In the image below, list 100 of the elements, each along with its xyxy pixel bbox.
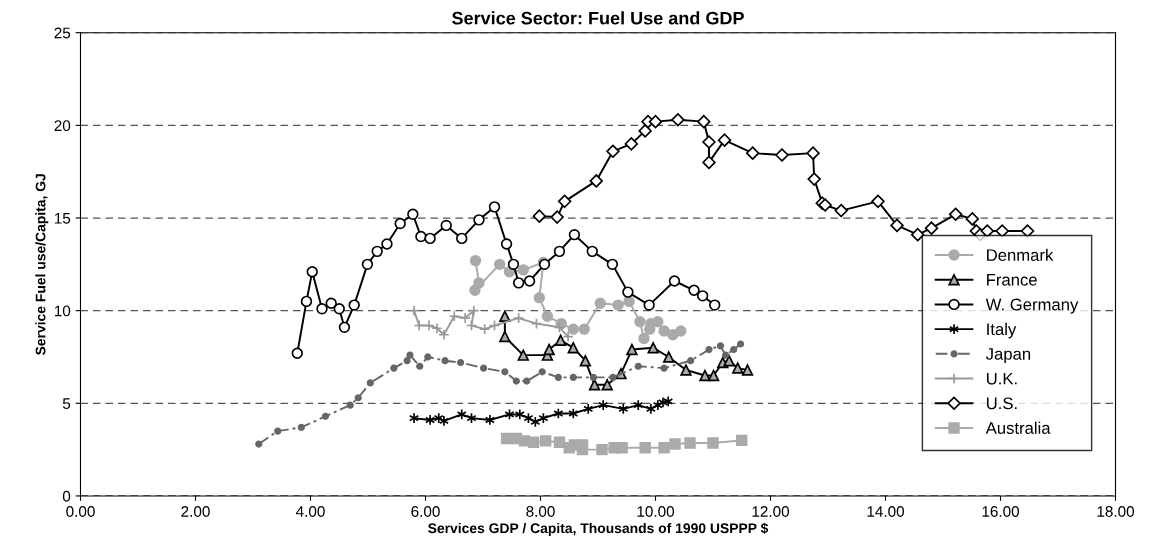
- point: [274, 427, 282, 435]
- point: [588, 379, 601, 391]
- point: [416, 362, 424, 370]
- point: [806, 146, 820, 160]
- point: [557, 194, 572, 209]
- point: [634, 316, 646, 328]
- y-axis-title: Service Fuel use/Capita, GJ: [35, 174, 49, 356]
- point: [255, 440, 263, 448]
- point: [381, 238, 393, 250]
- point: [697, 114, 711, 129]
- point: [448, 310, 460, 322]
- chart-title: Service Sector: Fuel Use and GDP: [452, 11, 744, 25]
- point: [543, 343, 555, 356]
- point: [688, 284, 700, 296]
- point: [741, 364, 754, 376]
- y-tick-label: 20: [54, 120, 71, 132]
- point: [468, 304, 480, 317]
- point: [512, 312, 525, 324]
- point: [479, 323, 491, 335]
- x-tick-label: 0.00: [66, 506, 95, 517]
- point: [488, 201, 501, 213]
- point: [586, 245, 598, 258]
- point: [366, 379, 374, 387]
- point: [517, 349, 529, 361]
- point: [413, 319, 425, 332]
- point: [579, 354, 592, 367]
- point: [562, 330, 574, 343]
- point: [408, 304, 420, 317]
- point: [680, 364, 692, 376]
- point: [390, 364, 398, 372]
- point: [512, 377, 520, 385]
- legend-label: U.K.: [986, 372, 1017, 385]
- point: [530, 317, 543, 330]
- point: [403, 357, 411, 365]
- point: [532, 209, 547, 223]
- point: [775, 148, 789, 162]
- point: [995, 224, 1009, 238]
- point: [717, 133, 732, 147]
- point: [348, 299, 360, 311]
- point: [530, 416, 541, 428]
- point: [980, 224, 995, 238]
- point: [371, 245, 383, 258]
- point: [306, 266, 318, 278]
- point: [709, 299, 721, 311]
- point: [623, 295, 635, 308]
- point: [568, 228, 581, 241]
- x-tick-label: 6.00: [411, 506, 440, 517]
- point: [745, 146, 760, 160]
- point: [550, 210, 564, 224]
- point: [598, 399, 609, 411]
- y-tick-label: 0: [62, 490, 71, 502]
- y-tick-label: 10: [54, 305, 71, 317]
- point: [736, 434, 748, 447]
- y-tick-label: 15: [54, 213, 71, 224]
- point: [441, 357, 449, 365]
- point: [456, 232, 468, 245]
- point: [730, 345, 738, 354]
- point: [316, 303, 328, 315]
- point: [500, 238, 513, 250]
- point: [910, 227, 925, 242]
- point: [647, 342, 659, 354]
- point: [660, 364, 668, 372]
- point: [663, 351, 675, 363]
- x-tick-label: 10.00: [637, 506, 675, 517]
- point: [652, 316, 664, 328]
- point: [533, 291, 546, 304]
- legend-label: Italy: [987, 322, 1017, 339]
- point: [354, 394, 362, 402]
- point: [459, 312, 471, 324]
- point: [488, 319, 501, 332]
- point: [517, 264, 529, 276]
- point: [567, 342, 579, 354]
- point: [871, 194, 885, 209]
- point: [736, 340, 745, 348]
- point: [638, 332, 650, 345]
- point: [707, 369, 720, 382]
- point: [438, 415, 449, 427]
- point: [616, 442, 628, 454]
- point: [553, 436, 566, 448]
- point: [465, 319, 478, 332]
- point: [553, 245, 566, 258]
- point: [338, 321, 351, 334]
- point: [807, 172, 821, 186]
- point: [965, 212, 980, 226]
- point: [633, 399, 644, 411]
- point: [669, 438, 681, 450]
- point: [1020, 224, 1035, 238]
- point: [406, 351, 414, 359]
- point: [394, 217, 406, 230]
- x-tick-label: 12.00: [752, 506, 790, 517]
- point: [716, 342, 725, 350]
- point: [554, 334, 567, 346]
- point: [634, 362, 642, 370]
- point: [668, 275, 681, 287]
- point: [479, 364, 488, 372]
- point: [606, 258, 619, 271]
- point: [554, 373, 562, 381]
- legend-label: W. Germany: [985, 298, 1079, 314]
- y-tick-label: 5: [62, 398, 71, 409]
- point: [408, 412, 420, 424]
